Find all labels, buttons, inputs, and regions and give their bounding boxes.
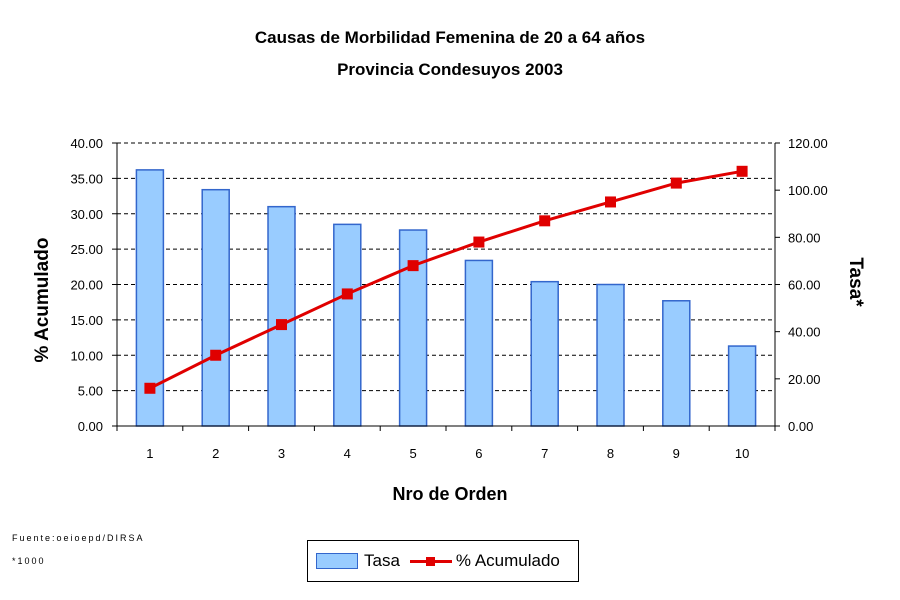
line-series [144, 165, 748, 394]
x-axis-label: Nro de Orden [392, 484, 508, 504]
y-left-tick-label: 25.00 [70, 242, 103, 257]
y-right-tick-label: 20.00 [788, 372, 821, 387]
bar [662, 300, 691, 427]
y-right-tick-label: 80.00 [788, 230, 821, 245]
y-left-tick-label: 40.00 [70, 136, 103, 151]
x-tick-label: 6 [475, 446, 482, 461]
y-left-tick-label: 20.00 [70, 278, 103, 293]
bar [398, 229, 428, 427]
source-footnote: Fuente:oeioepd/DIRSA [12, 533, 145, 543]
chart-subtitle: Provincia Condesuyos 2003 [337, 60, 563, 79]
bar [464, 259, 494, 427]
y-right-tick-label: 120.00 [788, 136, 828, 151]
bar [596, 283, 625, 427]
axes [112, 142, 780, 431]
y-right-tick-label: 0.00 [788, 419, 813, 434]
bar [727, 345, 757, 427]
bar [333, 223, 362, 427]
y-axis-left-label: % Acumulado [32, 238, 53, 363]
line-marker [407, 260, 419, 272]
x-tick-label: 10 [735, 446, 749, 461]
legend-bar-swatch [316, 553, 358, 569]
x-tick-label: 8 [607, 446, 614, 461]
legend-line-swatch [409, 554, 452, 568]
bar [267, 205, 296, 427]
tick-labels: 0.005.0010.0015.0020.0025.0030.0035.0040… [70, 136, 827, 461]
unit-footnote: *1000 [12, 556, 46, 566]
x-tick-label: 7 [541, 446, 548, 461]
bar [201, 188, 230, 427]
y-left-tick-label: 5.00 [78, 384, 103, 399]
legend: Tasa % Acumulado [307, 540, 579, 582]
line-marker [539, 215, 551, 227]
y-axis-right-label: Tasa* [845, 257, 866, 307]
y-left-tick-label: 35.00 [70, 171, 103, 186]
line-marker [276, 319, 287, 331]
x-tick-label: 3 [278, 446, 285, 461]
y-left-tick-label: 30.00 [70, 207, 103, 222]
x-tick-label: 4 [344, 446, 351, 461]
bar-series [135, 169, 757, 427]
line-marker [605, 196, 616, 208]
legend-acumulado-label: % Acumulado [455, 551, 560, 570]
y-right-tick-label: 100.00 [788, 183, 828, 198]
y-left-tick-label: 15.00 [70, 313, 103, 328]
line-marker [341, 288, 353, 300]
y-right-tick-label: 60.00 [788, 278, 821, 293]
line-marker [670, 177, 682, 189]
y-left-tick-label: 0.00 [78, 419, 103, 434]
acumulado-line [149, 169, 743, 390]
x-tick-label: 9 [673, 446, 680, 461]
x-tick-label: 5 [409, 446, 416, 461]
chart-title: Causas de Morbilidad Femenina de 20 a 64… [254, 28, 646, 47]
x-tick-label: 2 [212, 446, 219, 461]
y-left-tick-label: 10.00 [70, 348, 103, 363]
x-tick-label: 1 [146, 446, 153, 461]
line-marker [473, 236, 485, 248]
legend-tasa-label: Tasa [364, 551, 400, 570]
y-right-tick-label: 40.00 [788, 325, 821, 340]
line-marker [210, 349, 222, 361]
line-marker [736, 165, 748, 177]
bar [530, 280, 559, 427]
line-marker [144, 382, 156, 394]
